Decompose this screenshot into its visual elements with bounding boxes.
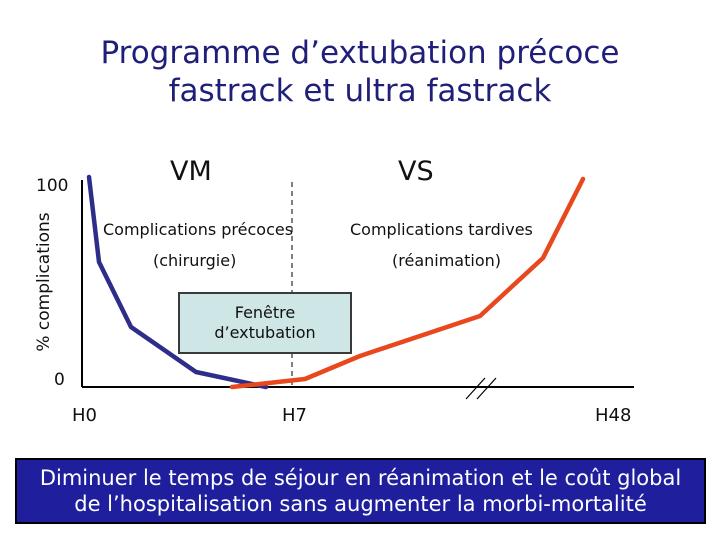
y-axis-bottom-label: 0 [54,370,65,390]
late-complications-label: Complications tardives [350,220,533,239]
y-axis-top-label: 100 [36,176,69,196]
conclusion-banner: Diminuer le temps de séjour en réanimati… [15,458,706,524]
early-complications-cause: (chirurgie) [153,251,237,270]
x-tick-h48: H48 [595,405,632,426]
late-complications-curve [229,176,586,390]
x-tick-h7: H7 [282,405,307,426]
early-complications-curve [86,174,269,390]
phase-vm-label: VM [170,156,212,187]
phase-vs-label: VS [398,156,434,187]
y-axis-title: % complications [34,212,54,352]
late-complications-cause: (réanimation) [392,251,501,270]
slide-title: Programme d’extubation précoce fastrack … [40,34,680,110]
extubation-window-box: Fenêtre d’extubation [178,292,352,354]
x-tick-h0: H0 [72,405,97,426]
title-line-1: Programme d’extubation précoce [100,35,620,71]
banner-line-1: Diminuer le temps de séjour en réanimati… [39,466,682,490]
axis-break-mark-1 [465,377,486,400]
axis-break-mark-2 [476,377,497,400]
early-complications-label: Complications précoces [103,220,294,239]
title-line-2: fastrack et ultra fastrack [168,73,552,109]
banner-line-2: de l’hospitalisation sans augmenter la m… [74,492,647,516]
